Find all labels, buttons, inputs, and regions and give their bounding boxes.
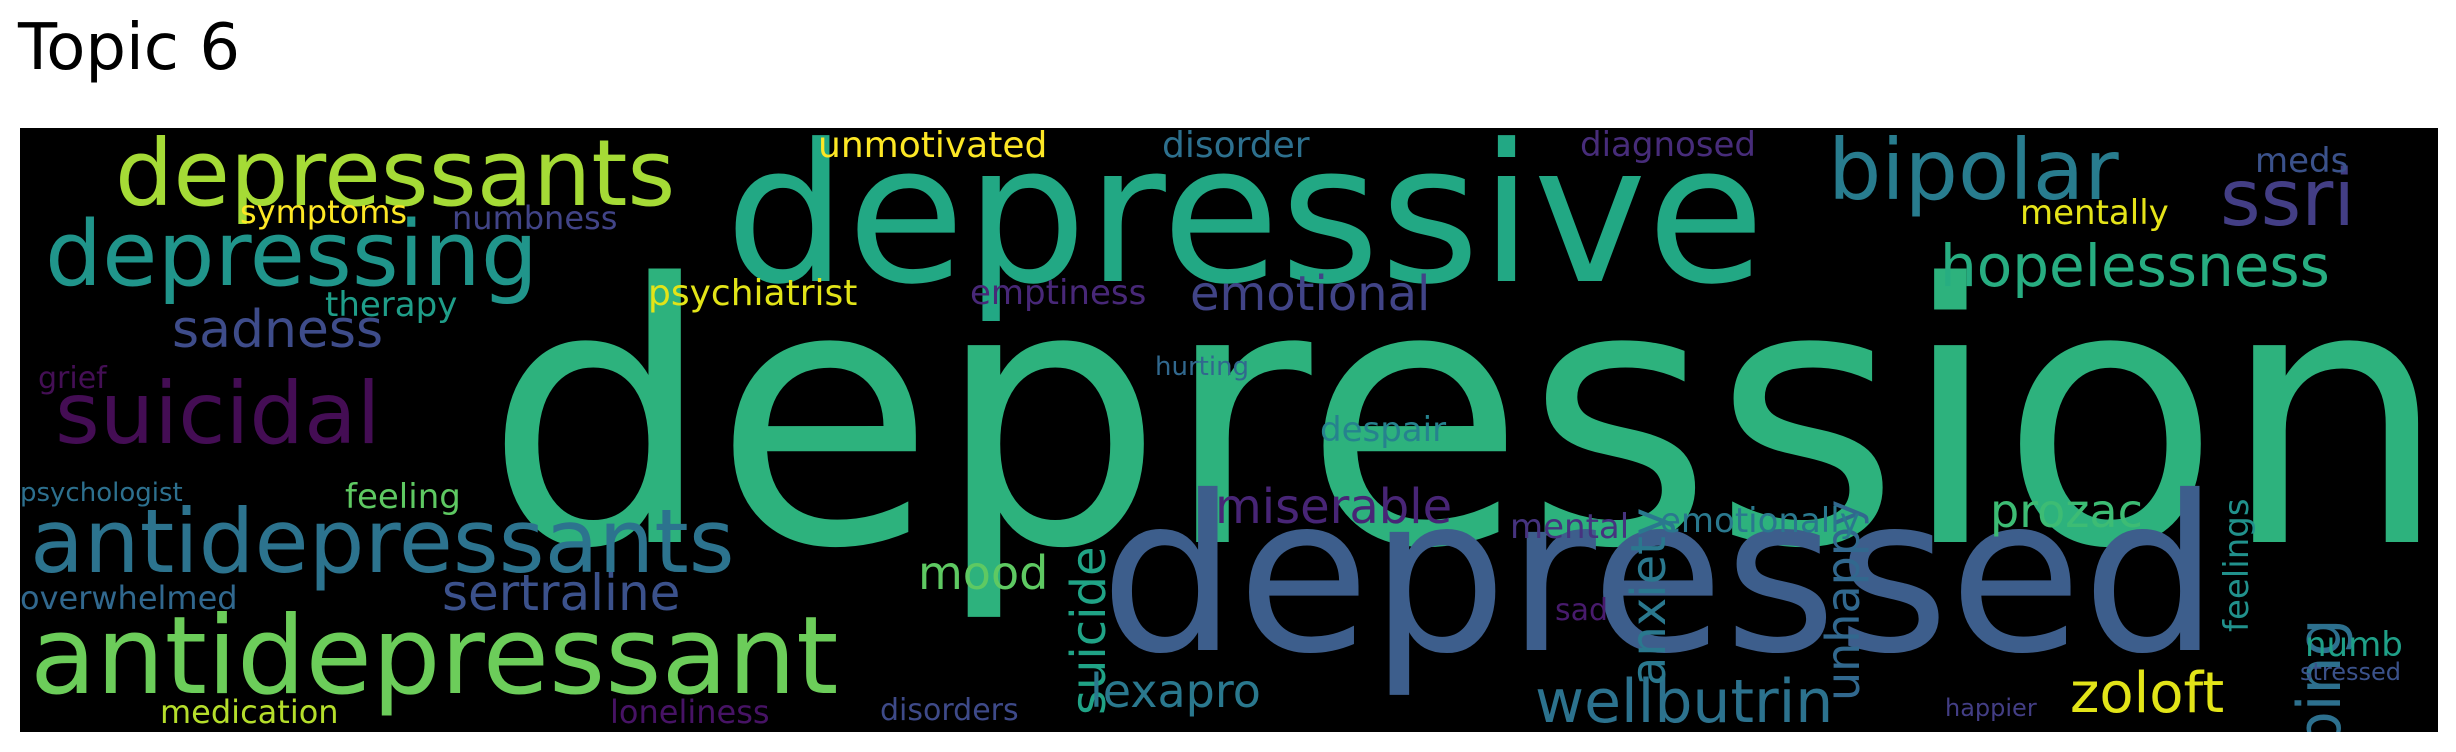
word-hurting: hurting bbox=[1155, 352, 1250, 382]
word-emptiness: emptiness bbox=[970, 273, 1147, 313]
word-depressants: depressants bbox=[115, 128, 676, 227]
word-sadness: sadness bbox=[172, 300, 384, 360]
word-suicidal: suicidal bbox=[55, 364, 381, 464]
word-sad: sad bbox=[1555, 593, 1609, 628]
word-numbness: numbness bbox=[452, 199, 618, 237]
word-psychologist: psychologist bbox=[20, 478, 183, 508]
word-stressed: stressed bbox=[2300, 658, 2402, 686]
word-loneliness: loneliness bbox=[610, 693, 770, 731]
word-bipolar: bipolar bbox=[1828, 128, 2119, 219]
word-mentally: mentally bbox=[2020, 193, 2169, 233]
figure-title: Topic 6 bbox=[18, 11, 241, 85]
word-symptoms: symptoms bbox=[240, 193, 408, 231]
word-hopelessness: hopelessness bbox=[1940, 232, 2330, 300]
word-depression: depression bbox=[485, 208, 2438, 627]
word-ssri: ssri bbox=[2220, 154, 2356, 244]
word-prozac: prozac bbox=[1990, 484, 2143, 538]
word-depressing: depressing bbox=[45, 202, 538, 307]
word-sertraline: sertraline bbox=[442, 564, 681, 622]
word-therapy: therapy bbox=[325, 285, 458, 325]
word-mood: mood bbox=[918, 546, 1049, 600]
word-zoloft: zoloft bbox=[2070, 661, 2225, 726]
word-unmotivated: unmotivated bbox=[818, 128, 1048, 166]
word-feeling: feeling bbox=[345, 477, 461, 517]
word-disorders: disorders bbox=[880, 693, 1019, 728]
word-emotionally: emotionally bbox=[1660, 501, 1860, 541]
wordcloud-canvas: depression depressive depressed antidepress… bbox=[20, 128, 2438, 732]
word-depressed: depressed bbox=[1100, 450, 2220, 701]
word-lexapro: lexapro bbox=[1090, 664, 1261, 718]
word-diagnosed: diagnosed bbox=[1580, 128, 1757, 165]
word-emotional: emotional bbox=[1190, 266, 1431, 322]
word-numb: numb bbox=[2305, 625, 2403, 665]
word-antidepressant: antidepressant bbox=[30, 594, 839, 719]
word-wellbutrin: wellbutrin bbox=[1535, 667, 1834, 732]
word-despair: despair bbox=[1320, 410, 1447, 450]
word-feelings: feelings bbox=[2217, 498, 2257, 632]
word-overwhelmed: overwhelmed bbox=[20, 579, 238, 617]
word-happier: happier bbox=[1945, 694, 2037, 722]
word-disorder: disorder bbox=[1162, 128, 1310, 166]
word-mental: mental bbox=[1510, 507, 1630, 547]
word-grief: grief bbox=[38, 361, 107, 396]
word-meds: meds bbox=[2255, 141, 2349, 181]
word-antidepressants: antidepressants bbox=[30, 490, 735, 593]
word-psychiatrist: psychiatrist bbox=[648, 273, 858, 314]
word-miserable: miserable bbox=[1215, 479, 1453, 535]
word-medication: medication bbox=[160, 693, 339, 731]
word-depressive: depressive bbox=[725, 128, 1765, 327]
